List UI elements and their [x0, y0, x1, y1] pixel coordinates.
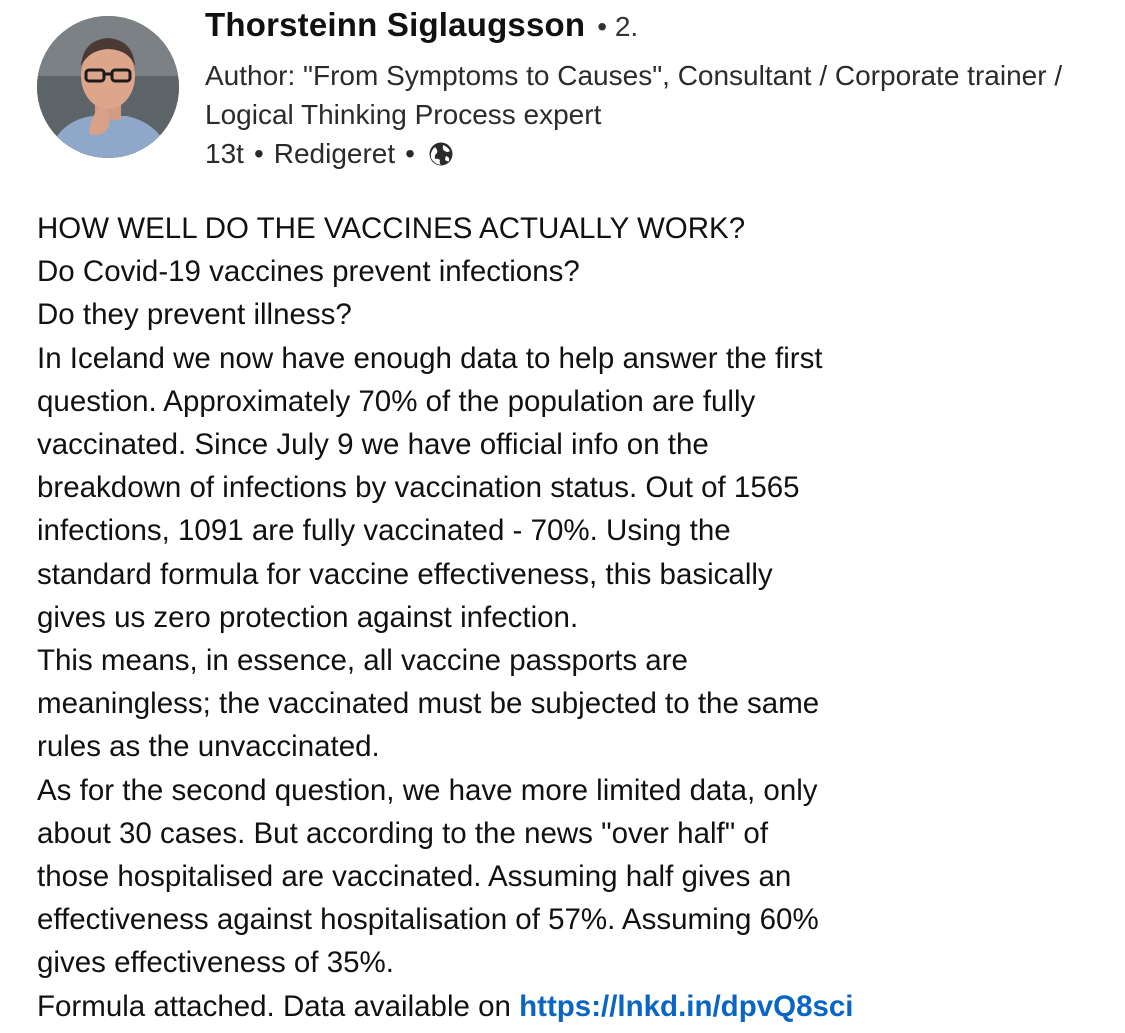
post-line: This means, in essence, all vaccine pass… [37, 644, 688, 678]
post-line: In Iceland we now have enough data to he… [37, 341, 823, 375]
avatar[interactable] [37, 16, 179, 158]
connection-degree: • 2. [597, 11, 639, 42]
avatar-image [37, 16, 179, 158]
post-line: breakdown of infections by vaccination s… [37, 471, 800, 505]
post-line: gives us zero protection against infecti… [37, 600, 579, 634]
author-headline: Author: "From Symptoms to Causes", Consu… [205, 60, 1063, 130]
edited-label: Redigeret [273, 138, 396, 169]
post-time: 13t [205, 138, 244, 169]
post-last-line: Formula attached. Data available on http… [37, 985, 1117, 1028]
post-line: vaccinated. Since July 9 we have officia… [37, 428, 709, 462]
post-line: question. Approximately 70% of the popul… [37, 384, 756, 418]
post-line: HOW WELL DO THE VACCINES ACTUALLY WORK? [37, 212, 746, 245]
meta-separator: • [253, 138, 264, 169]
post-line: standard formula for vaccine effectivene… [37, 557, 773, 591]
post-body: HOW WELL DO THE VACCINES ACTUALLY WORK? … [37, 207, 1117, 1028]
post-line: Do Covid-19 vaccines prevent infections? [37, 255, 580, 289]
connection-degree-value: 2. [614, 11, 639, 42]
post-line: As for the second question, we have more… [37, 773, 818, 807]
author-name[interactable]: Thorsteinn Siglaugsson [205, 6, 586, 43]
post-line: rules as the unvaccinated. [37, 730, 380, 764]
post-line: about 30 cases. But according to the new… [37, 816, 769, 850]
post-last-line-text: Formula attached. Data available on [37, 989, 511, 1023]
data-link[interactable]: https://lnkd.in/dpvQ8sci [519, 989, 854, 1023]
meta-separator: • [405, 138, 415, 169]
post-meta: 13t • Redigeret • [205, 134, 1105, 173]
post-line: Do they prevent illness? [37, 298, 352, 332]
post-line: meaningless; the vaccinated must be subj… [37, 687, 820, 721]
post-line: gives effectiveness of 35%. [37, 946, 394, 980]
post-line: infections, 1091 are fully vaccinated - … [37, 514, 731, 548]
post-header: Thorsteinn Siglaugsson • 2. Author: "Fro… [205, 6, 1105, 173]
author-name-line: Thorsteinn Siglaugsson • 2. [205, 6, 1105, 52]
post-line: those hospitalised are vaccinated. Assum… [37, 860, 792, 894]
post-line: effectiveness against hospitalisation of… [37, 903, 819, 937]
globe-icon [427, 140, 455, 168]
